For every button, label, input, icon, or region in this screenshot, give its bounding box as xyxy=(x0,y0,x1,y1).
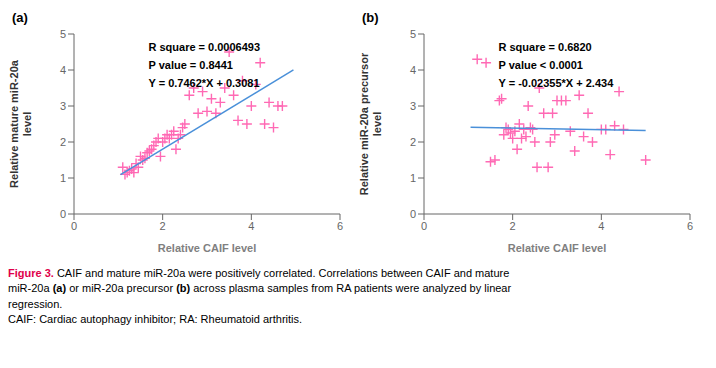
svg-text:2: 2 xyxy=(160,220,166,232)
html-text:regression.: regression. xyxy=(8,297,63,310)
svg-text:Relative miR-20a precursorleve: Relative miR-20a precursorlevel xyxy=(358,52,383,195)
svg-text:2: 2 xyxy=(510,220,516,232)
html-text:P value = 0.8441: P value = 0.8441 xyxy=(148,59,233,71)
svg-text:2: 2 xyxy=(410,136,416,148)
html-text:(b): (b) xyxy=(362,10,379,25)
html-text:R square = 0.6820: R square = 0.6820 xyxy=(498,41,592,54)
svg-text:Relative CAIF level: Relative CAIF level xyxy=(508,242,606,254)
html-text:CAIF: Cardiac autophagy inhibi: CAIF: Cardiac autophagy inhibitor; RA: R… xyxy=(8,313,303,326)
svg-text:6: 6 xyxy=(687,220,693,232)
html-text:Figure 3. CAIF and mature miR-: Figure 3. CAIF and mature miR-20a were p… xyxy=(8,267,510,279)
svg-text:1: 1 xyxy=(60,172,66,184)
svg-text:1: 1 xyxy=(410,172,416,184)
svg-text:5: 5 xyxy=(60,28,66,40)
svg-text:5: 5 xyxy=(410,28,416,40)
svg-text:0: 0 xyxy=(410,208,416,220)
html-text:Y = -0.02355*X + 2.434: Y = -0.02355*X + 2.434 xyxy=(498,76,614,89)
svg-text:4: 4 xyxy=(60,64,66,76)
svg-text:Relative CAIF level: Relative CAIF level xyxy=(158,242,256,254)
html-text:(a): (a) xyxy=(12,10,28,25)
html-text:R square = 0.0006493: R square = 0.0006493 xyxy=(148,41,261,54)
svg-text:0: 0 xyxy=(71,220,77,232)
html-text:Y = 0.7462*X + 0.3081: Y = 0.7462*X + 0.3081 xyxy=(148,76,260,89)
svg-text:0: 0 xyxy=(421,220,427,232)
svg-text:2: 2 xyxy=(60,136,66,148)
svg-text:3: 3 xyxy=(60,100,66,112)
svg-text:4: 4 xyxy=(598,220,604,232)
svg-text:6: 6 xyxy=(337,220,343,232)
svg-text:Relative mature miR-20alevel: Relative mature miR-20alevel xyxy=(8,59,33,188)
svg-text:4: 4 xyxy=(248,220,254,232)
html-text:miR-20a (a) or miR-20a precurs: miR-20a (a) or miR-20a precursor (b) acr… xyxy=(8,282,512,295)
html-text:P value < 0.0001: P value < 0.0001 xyxy=(498,59,583,71)
svg-text:4: 4 xyxy=(410,64,416,76)
svg-text:3: 3 xyxy=(410,100,416,112)
svg-text:0: 0 xyxy=(60,208,66,220)
